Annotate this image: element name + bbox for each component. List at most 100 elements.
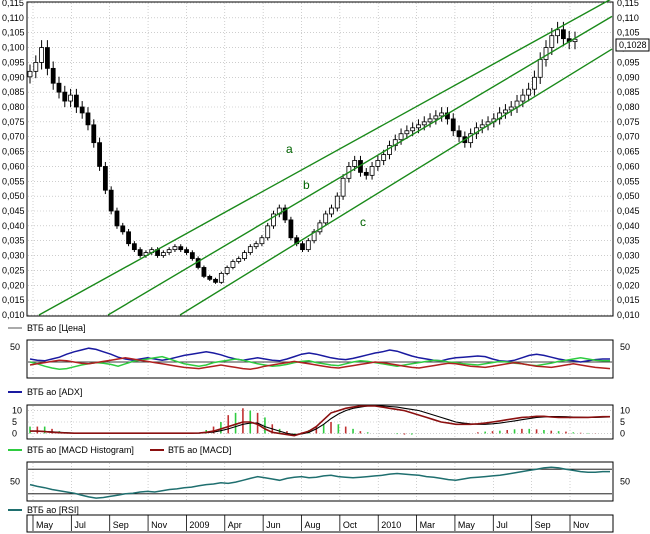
y-tick-label-left: 0,055 [2, 176, 25, 186]
macd-y-tick-left: 10 [12, 406, 22, 416]
candle-body [236, 258, 242, 262]
candle-body [137, 249, 143, 256]
candle-body [352, 160, 358, 167]
y-tick-label-left: 0,105 [2, 28, 25, 38]
y-tick-label-left: 0,050 [2, 191, 25, 201]
candle-body [555, 29, 561, 37]
adx-line-di_minus [29, 357, 611, 370]
candle-body [508, 106, 514, 111]
y-tick-label-left: 0,080 [2, 102, 25, 112]
candle-body [305, 240, 311, 251]
y-tick-label-left: 0,075 [2, 117, 25, 127]
candle-body [253, 243, 259, 248]
candle-body [108, 189, 114, 212]
candle-body [73, 94, 79, 108]
channel-label-b: b [303, 178, 310, 192]
candle-body [520, 94, 526, 102]
candle-body [456, 130, 462, 138]
adx-y-tick-right: 50 [620, 342, 630, 352]
axes: May Jul Sep Nov 2009 Apr Jun Aug Oct 2010 Mar May Ju… [2, 0, 640, 531]
x-tick-label: May [36, 520, 54, 530]
candle-body [537, 59, 543, 78]
candle-body [392, 139, 398, 147]
y-tick-label-left: 0,115 [2, 0, 24, 8]
y-tick-label-right: 0,050 [617, 191, 640, 201]
x-tick-label: Oct [343, 520, 358, 530]
y-tick-label-left: 0,025 [2, 265, 25, 275]
candle-body [213, 278, 218, 283]
price-series [27, 21, 578, 284]
rsi-y-tick-left: 50 [10, 477, 20, 487]
y-tick-label-left: 0,010 [2, 310, 25, 320]
y-tick-label-right: 0,070 [617, 132, 640, 142]
y-tick-label-left: 0,085 [2, 87, 25, 97]
y-tick-label-left: 0,110 [2, 13, 24, 23]
macd-legend: ВТБ ао [MACD] [168, 445, 231, 455]
candle-body [259, 237, 265, 245]
candle-body [201, 267, 207, 277]
candle-body [375, 160, 381, 167]
candle-body [416, 124, 421, 129]
candle-body [56, 82, 62, 93]
y-tick-label-left: 0,095 [2, 57, 25, 67]
candle-body [549, 35, 555, 48]
candle-body [271, 213, 276, 227]
y-tick-label-left: 0,060 [2, 161, 25, 171]
y-tick-label-right: 0,015 [617, 295, 640, 305]
y-tick-label-right: 0,035 [617, 236, 640, 246]
x-tick-label: Nov [573, 520, 590, 530]
candle-body [329, 207, 334, 215]
y-tick-label-left: 0,045 [2, 206, 25, 216]
candle-body [218, 272, 224, 283]
candle-body [91, 124, 97, 144]
channel-line-a [38, 0, 611, 316]
y-tick-label-right: 0,055 [617, 176, 640, 186]
x-tick-label: 2009 [189, 520, 209, 530]
price-legend: ВТБ ао [Цена] [27, 323, 85, 333]
candle-body [398, 133, 404, 141]
candle-body [85, 112, 91, 126]
candle-body [526, 88, 532, 96]
macd-line [30, 405, 610, 437]
adx-series [28, 347, 612, 370]
candle-body [410, 127, 416, 132]
candle-body [450, 118, 456, 132]
y-tick-label-left: 0,070 [2, 132, 25, 142]
y-tick-label-right: 0,010 [617, 310, 640, 320]
macd-y-tick-left: 5 [12, 417, 17, 427]
candle-body [445, 112, 450, 120]
macd-y-tick-right: 10 [620, 406, 630, 416]
adx-y-tick-left: 50 [10, 342, 20, 352]
x-tick-label: Jul [496, 520, 508, 530]
x-tick-label: Mar [420, 520, 436, 530]
candle-body [79, 106, 85, 114]
x-axis-bar [26, 514, 614, 533]
y-tick-label-left: 0,065 [2, 147, 25, 157]
last-price-box [615, 38, 650, 52]
candle-body [334, 195, 340, 209]
price-panel [26, 1, 614, 317]
y-tick-label-right: 0,060 [617, 161, 640, 171]
candle-body [39, 47, 44, 63]
x-tick-label: Aug [305, 520, 321, 530]
candle-body [27, 70, 33, 78]
candle-body [421, 121, 427, 126]
adx-line-adx [29, 347, 610, 363]
candle-body [230, 261, 236, 268]
candle-body [207, 275, 213, 280]
y-tick-label-right: 0,105 [617, 28, 640, 38]
candle-body [50, 67, 56, 84]
y-tick-label-right: 0,085 [617, 87, 640, 97]
candle-body [323, 213, 329, 224]
candle-body [363, 171, 369, 176]
x-tick-label: Nov [151, 520, 168, 530]
trend-channel [38, 0, 613, 316]
y-tick-label-right: 0,025 [617, 265, 640, 275]
candle-body [68, 94, 73, 102]
candle-body [404, 130, 410, 135]
y-tick-label-right: 0,030 [617, 251, 640, 261]
macd-hist-legend: ВТБ ао [MACD Histogram] [27, 445, 134, 455]
y-tick-label-right: 0,110 [617, 13, 639, 23]
channel-line-b [107, 15, 613, 316]
grid [28, 2, 612, 500]
